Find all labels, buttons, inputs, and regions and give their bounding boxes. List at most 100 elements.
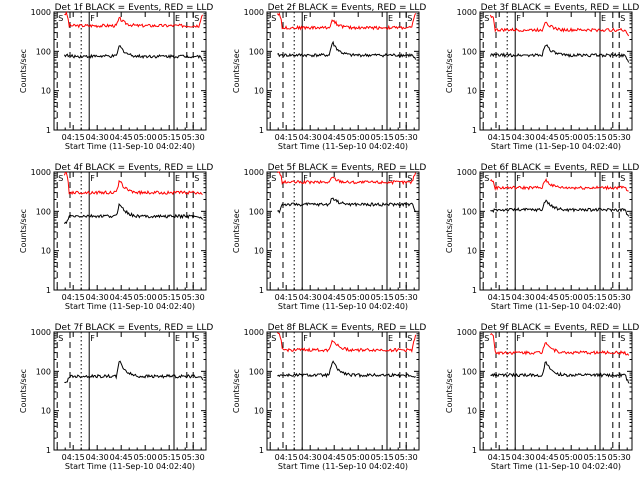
- marker-label: E: [175, 334, 180, 343]
- x-tick-label: 05:30: [182, 453, 205, 462]
- marker-label: E: [175, 174, 180, 183]
- marker-label: S: [194, 174, 199, 183]
- x-tick-label: 04:15: [488, 453, 511, 462]
- y-tick-label: 1: [259, 446, 264, 455]
- marker-label: E: [388, 14, 393, 23]
- marker-label: S: [407, 174, 412, 183]
- y-tick-label: 1: [259, 286, 264, 295]
- plot-frame: [53, 171, 207, 291]
- x-tick-label: 05:15: [371, 293, 394, 302]
- x-tick-label: 05:30: [608, 133, 631, 142]
- y-tick-label: 1: [472, 446, 477, 455]
- series-line: [277, 197, 417, 214]
- x-tick-label: 04:45: [536, 293, 559, 302]
- marker-label: F: [303, 174, 308, 183]
- y-tick-label: 10: [467, 87, 477, 96]
- plot-frame: [266, 171, 420, 291]
- x-tick-label: 04:45: [536, 453, 559, 462]
- x-tick-label: 04:45: [323, 453, 346, 462]
- y-axis-label: Counts/sec: [232, 49, 241, 93]
- marker-label: F: [516, 14, 521, 23]
- y-tick-label: 100: [36, 367, 51, 376]
- panel-title: Det 4f BLACK = Events, RED = LLD: [55, 163, 214, 173]
- plot-frame: [479, 331, 633, 451]
- marker-label: S: [271, 334, 276, 343]
- marker-label: S: [484, 174, 489, 183]
- x-tick-label: 04:30: [512, 293, 535, 302]
- x-axis-label: Start Time (11-Sep-10 04:02:40): [65, 302, 195, 311]
- x-tick-label: 05:15: [584, 133, 607, 142]
- series-line: [63, 203, 203, 225]
- x-tick-label: 04:30: [299, 133, 322, 142]
- x-tick-label: 05:00: [347, 453, 370, 462]
- marker-label: S: [484, 334, 489, 343]
- marker-label: F: [303, 14, 308, 23]
- x-axis-label: Start Time (11-Sep-10 04:02:40): [491, 302, 621, 311]
- marker-label: S: [620, 14, 625, 23]
- y-tick-label: 1000: [244, 328, 264, 337]
- marker-label: E: [175, 14, 180, 23]
- marker-label: F: [516, 174, 521, 183]
- y-tick-label: 1: [46, 286, 51, 295]
- y-tick-label: 100: [36, 207, 51, 216]
- x-tick-label: 05:15: [371, 133, 394, 142]
- series-line: [489, 44, 630, 63]
- y-tick-label: 1000: [244, 168, 264, 177]
- marker-label: S: [271, 174, 276, 183]
- x-tick-label: 04:15: [488, 133, 511, 142]
- marker-label: S: [271, 14, 276, 23]
- y-axis-label: Counts/sec: [445, 49, 454, 93]
- x-tick-label: 05:00: [347, 293, 370, 302]
- x-tick-label: 05:00: [347, 133, 370, 142]
- plot-frame: [53, 331, 207, 451]
- x-tick-label: 04:30: [86, 453, 109, 462]
- panel-title: Det 9f BLACK = Events, RED = LLD: [481, 323, 640, 333]
- y-tick-label: 1: [472, 126, 477, 135]
- x-tick-label: 05:15: [158, 453, 181, 462]
- panel-6: Det 6f BLACK = Events, RED = LLD 1 10 100 10…: [445, 163, 639, 311]
- series-line: [64, 360, 204, 384]
- x-axis-label: Start Time (11-Sep-10 04:02:40): [278, 462, 408, 471]
- panel-5: Det 5f BLACK = Events, RED = LLD 1 10 100 10…: [232, 163, 426, 311]
- x-tick-label: 05:30: [395, 133, 418, 142]
- x-tick-label: 05:15: [158, 293, 181, 302]
- plot-frame: [266, 11, 420, 131]
- y-axis-label: Counts/sec: [445, 369, 454, 413]
- panel-title: Det 7f BLACK = Events, RED = LLD: [55, 323, 214, 333]
- x-tick-label: 05:00: [134, 133, 157, 142]
- panel-8: Det 8f BLACK = Events, RED = LLD 1 10 100 10…: [232, 323, 426, 471]
- plot-frame: [53, 11, 207, 131]
- y-tick-label: 1000: [31, 8, 51, 17]
- series-line: [64, 10, 204, 29]
- x-tick-label: 05:00: [560, 453, 583, 462]
- series-line: [277, 40, 417, 60]
- series-line: [63, 45, 204, 62]
- y-tick-label: 100: [462, 47, 477, 56]
- x-tick-label: 05:30: [182, 293, 205, 302]
- y-tick-label: 1000: [457, 168, 477, 177]
- x-axis-label: Start Time (11-Sep-10 04:02:40): [491, 462, 621, 471]
- x-tick-label: 05:00: [134, 453, 157, 462]
- panel-title: Det 3f BLACK = Events, RED = LLD: [481, 3, 640, 13]
- marker-label: F: [90, 14, 95, 23]
- x-tick-label: 04:30: [86, 293, 109, 302]
- y-tick-label: 100: [462, 207, 477, 216]
- y-axis-label: Counts/sec: [19, 209, 28, 253]
- panel-7: Det 7f BLACK = Events, RED = LLD 1 10 100 10…: [19, 323, 213, 471]
- y-tick-label: 1000: [457, 328, 477, 337]
- panel-1: Det 1f BLACK = Events, RED = LLD 1 10 100 10…: [19, 3, 213, 151]
- x-tick-label: 04:15: [275, 133, 298, 142]
- x-tick-label: 04:30: [512, 453, 535, 462]
- marker-label: S: [58, 174, 63, 183]
- panel-2: Det 2f BLACK = Events, RED = LLD 1 10 100 10…: [232, 3, 426, 151]
- y-tick-label: 100: [249, 367, 264, 376]
- x-axis-label: Start Time (11-Sep-10 04:02:40): [278, 302, 408, 311]
- x-tick-label: 04:30: [86, 133, 109, 142]
- x-axis-label: Start Time (11-Sep-10 04:02:40): [65, 142, 195, 151]
- marker-label: S: [620, 174, 625, 183]
- panel-title: Det 2f BLACK = Events, RED = LLD: [268, 3, 427, 13]
- x-tick-label: 05:30: [182, 133, 205, 142]
- plot-frame: [266, 331, 420, 451]
- y-tick-label: 1: [259, 126, 264, 135]
